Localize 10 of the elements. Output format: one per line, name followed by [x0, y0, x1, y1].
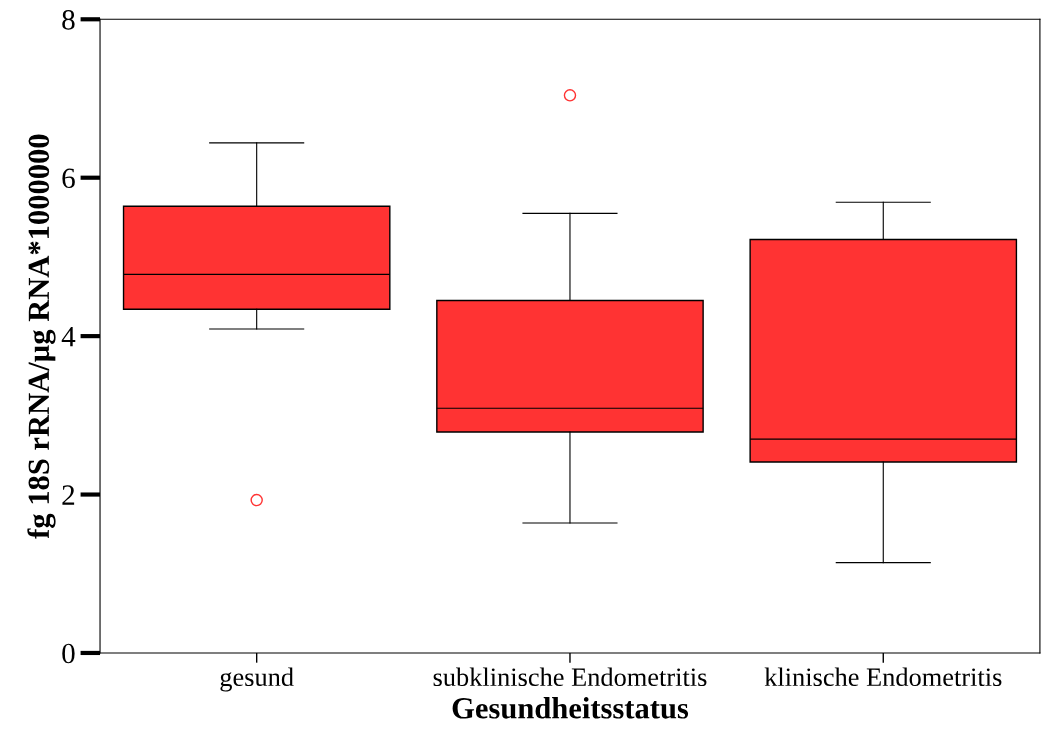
y-tick-label: 4	[61, 327, 76, 347]
x-tick-label: klinische Endometritis	[764, 667, 1002, 687]
y-tick-label: 8	[62, 10, 75, 30]
y-tick-label: 6	[62, 168, 75, 189]
y-tick-label: 2	[62, 485, 75, 505]
y-tick-label: 0	[62, 643, 75, 664]
x-tick-label: subklinische Endometritis	[433, 667, 707, 687]
x-axis-title: Gesundheitsstatus	[452, 697, 689, 719]
y-axis-title: fg 18S rRNA/µg RNA*1000000	[27, 134, 56, 539]
x-tick-label: gesund	[220, 667, 294, 692]
